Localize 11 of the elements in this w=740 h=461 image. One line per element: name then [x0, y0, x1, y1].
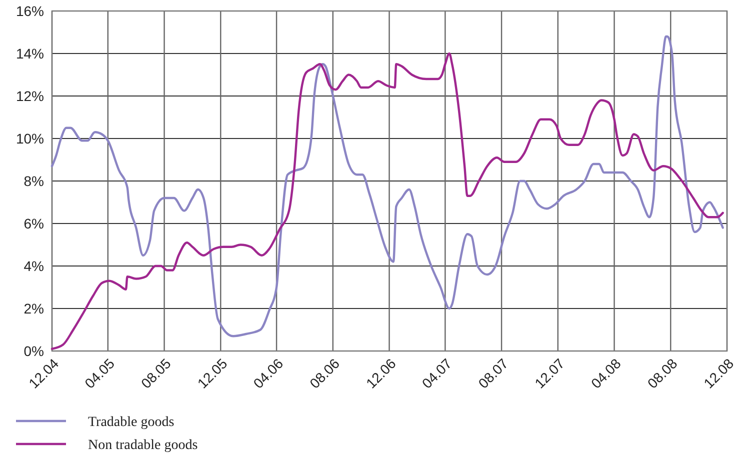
y-tick-label: 14% — [16, 45, 44, 62]
y-tick-label: 2% — [24, 300, 44, 316]
legend-label: Non tradable goods — [88, 438, 198, 453]
y-tick-label: 10% — [16, 130, 44, 146]
y-tick-label: 4% — [24, 258, 44, 274]
y-tick-label: 8% — [24, 172, 44, 189]
y-tick-label: 16% — [16, 2, 44, 19]
y-tick-label: 6% — [24, 215, 44, 232]
y-tick-label: 0% — [24, 342, 44, 359]
legend-label: Tradable goods — [88, 414, 174, 430]
y-tick-label: 12% — [16, 88, 44, 104]
